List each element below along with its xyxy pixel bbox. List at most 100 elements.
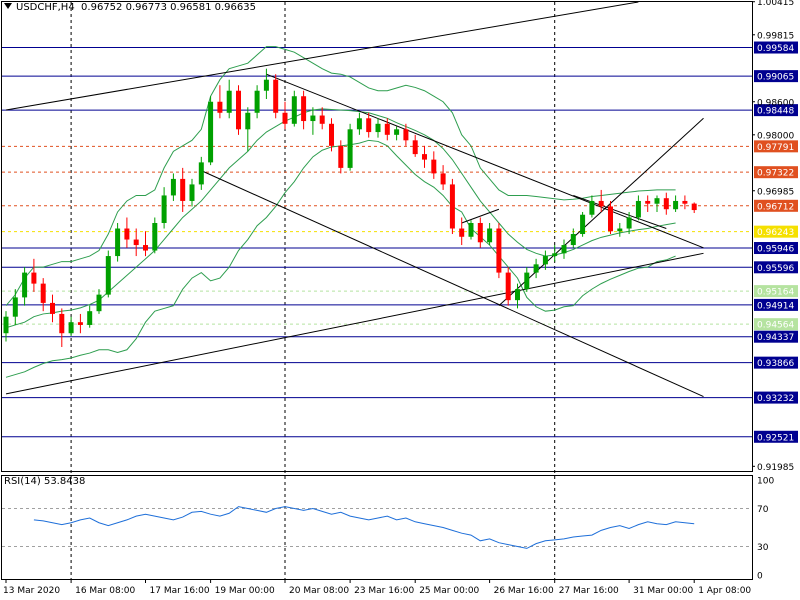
blue-level-label-6: 0.94337 <box>757 333 794 343</box>
candle-body-25 <box>236 90 241 130</box>
blue-level-box-5 <box>754 298 798 311</box>
candle-body-66 <box>617 228 623 232</box>
candle-body-50 <box>468 222 474 237</box>
candle-body-37 <box>347 129 353 168</box>
blue-level-label-1: 0.99065 <box>757 73 794 83</box>
red-level-label-0: 0.97791 <box>757 143 794 153</box>
candle-body-72 <box>673 200 679 210</box>
time-label-10: 1 Apr 08:00 <box>698 586 751 596</box>
candle-body-0 <box>3 316 9 334</box>
price-tick-label-5: 0.91985 <box>757 463 794 473</box>
descending-line-b <box>201 170 704 398</box>
candle-body-18 <box>170 178 176 196</box>
ohlc-values: 0.96752 0.96773 0.96581 0.96635 <box>81 2 256 13</box>
blue-level-box-8 <box>754 391 798 404</box>
candle-body-49 <box>459 228 465 237</box>
candle-body-26 <box>245 112 251 130</box>
candle-body-67 <box>626 217 632 229</box>
candle-body-22 <box>208 101 214 163</box>
candle-body-63 <box>589 200 595 215</box>
rsi-axis-label-1: 70 <box>757 505 769 515</box>
main-pane-frame <box>1 1 753 472</box>
candle-body-42 <box>394 129 400 135</box>
candle-body-60 <box>561 245 567 254</box>
rsi-line <box>33 506 695 549</box>
candle-body-24 <box>226 90 232 113</box>
price-tick-label-0: 1.00415 <box>757 0 794 8</box>
blue-level-label-5: 0.94914 <box>757 301 794 311</box>
candle-body-12 <box>115 228 121 257</box>
collapse-triangle-icon[interactable] <box>4 3 12 9</box>
candle-body-38 <box>356 118 362 130</box>
blue-level-label-3: 0.95946 <box>757 245 794 255</box>
candle-body-36 <box>338 145 344 168</box>
candle-body-2 <box>22 272 28 298</box>
candle-body-43 <box>403 129 409 141</box>
rsi-pane-frame <box>1 475 753 580</box>
green-level-label-1: 0.94564 <box>757 321 794 331</box>
candle-body-1 <box>12 297 18 317</box>
price-tick-label-1: 0.99815 <box>757 31 794 41</box>
time-label-5: 23 Mar 16:00 <box>354 586 414 596</box>
candle-body-68 <box>635 200 641 218</box>
price-axis: 0.99584 0.99065 0.98448 0.95946 0.95596 0.949… <box>752 0 798 473</box>
candle-body-27 <box>254 90 260 113</box>
blue-level-label-9: 0.92521 <box>757 433 794 443</box>
red-level-box-1 <box>754 166 798 179</box>
candle-body-29 <box>273 79 279 113</box>
red-level-label-2: 0.96712 <box>757 202 794 212</box>
candle-body-33 <box>310 115 316 122</box>
blue-level-box-4 <box>754 261 798 274</box>
chart-header: USDCHF,H4 0.96752 0.96773 0.96581 0.9663… <box>4 2 256 13</box>
red-level-box-2 <box>754 199 798 212</box>
candle-body-28 <box>263 79 269 91</box>
candle-body-5 <box>50 302 55 314</box>
time-label-2: 17 Mar 16:00 <box>150 586 210 596</box>
candle-body-70 <box>654 198 660 204</box>
candle-body-73 <box>682 200 688 204</box>
lower-channel-line <box>5 252 704 395</box>
blue-level-box-1 <box>754 70 798 83</box>
time-label-3: 19 Mar 00:00 <box>215 586 275 596</box>
trend-lines <box>5 1 704 398</box>
candle-body-9 <box>87 311 93 325</box>
candle-body-57 <box>533 264 539 273</box>
price-tick-label-2: 0.98600 <box>757 98 794 108</box>
pattern-line-up <box>461 208 500 224</box>
blue-level-label-4: 0.95596 <box>757 264 794 274</box>
candle-body-17 <box>161 195 167 223</box>
time-label-8: 27 Mar 16:00 <box>559 586 619 596</box>
candle-body-45 <box>422 154 427 160</box>
blue-level-label-7: 0.93866 <box>757 359 794 369</box>
candle-body-35 <box>329 123 334 146</box>
candle-body-19 <box>180 178 186 201</box>
candle-body-47 <box>440 173 446 185</box>
candle-body-32 <box>301 96 307 122</box>
blue-level-box-6 <box>754 330 798 343</box>
candle-body-46 <box>431 159 437 174</box>
candle-body-74 <box>691 203 697 211</box>
pattern-line-down <box>573 194 667 229</box>
candle-body-55 <box>515 289 520 301</box>
blue-level-box-2 <box>754 104 798 117</box>
blue-level-box-9 <box>754 430 798 443</box>
yellow-level-box-0 <box>754 225 798 238</box>
candle-body-11 <box>105 256 111 295</box>
candle-body-8 <box>77 322 83 325</box>
bollinger-upper-band <box>5 46 676 306</box>
red-level-label-1: 0.97322 <box>757 169 794 179</box>
red-level-box-0 <box>754 140 798 153</box>
candle-body-62 <box>580 214 586 235</box>
candle-body-10 <box>96 294 102 312</box>
candle-body-71 <box>663 198 669 210</box>
time-label-0: 13 Mar 2020 <box>3 586 60 596</box>
price-tick-label-4: 0.96985 <box>757 187 794 197</box>
blue-level-box-7 <box>754 356 798 369</box>
candle-body-31 <box>291 96 297 124</box>
time-label-4: 20 Mar 08:00 <box>289 586 349 596</box>
candle-body-64 <box>598 200 604 207</box>
blue-level-label-0: 0.99584 <box>757 44 794 54</box>
candle-body-30 <box>282 112 288 124</box>
upper-channel-line <box>5 1 639 111</box>
